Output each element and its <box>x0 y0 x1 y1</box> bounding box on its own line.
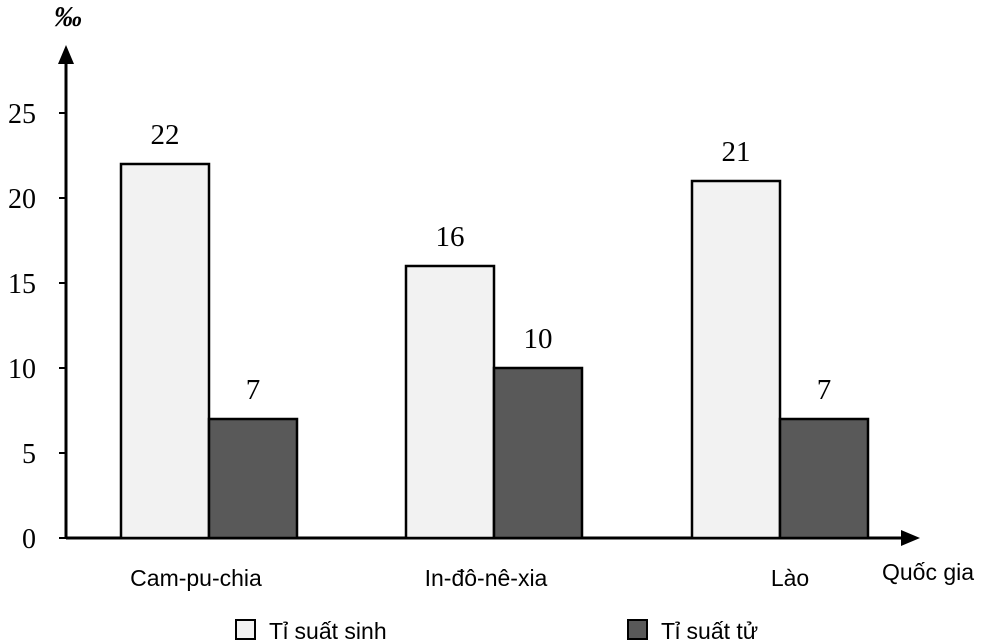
category-label: In-đô-nê-xia <box>425 565 548 591</box>
y-axis-label: ‰ <box>54 2 82 33</box>
y-tick-label: 5 <box>22 439 36 470</box>
bar-birth-1 <box>119 162 211 540</box>
x-axis-arrow <box>901 530 920 546</box>
bar-birth-2 <box>404 264 496 540</box>
value-label: 7 <box>817 374 832 406</box>
legend: Tỉ suất sinh Tỉ suất tử <box>235 618 758 643</box>
value-labels: 22 7 16 10 21 7 <box>151 119 832 406</box>
value-label: 10 <box>524 323 553 355</box>
value-label: 7 <box>246 374 261 406</box>
legend-label: Tỉ suất tử <box>661 618 758 643</box>
bar-death-3 <box>778 417 870 540</box>
bar-birth-3 <box>690 179 782 540</box>
bar-death-2 <box>492 366 584 540</box>
y-tick-label: 10 <box>8 354 36 385</box>
value-label: 16 <box>436 221 465 253</box>
y-tick-label: 25 <box>8 99 36 130</box>
y-tick-label: 15 <box>8 269 36 300</box>
bar-death-1 <box>207 417 299 540</box>
legend-swatch <box>627 619 648 640</box>
y-tick-label: 20 <box>8 184 36 215</box>
bars <box>119 162 870 540</box>
category-label: Cam-pu-chia <box>130 565 262 591</box>
x-axis-label: Quốc gia <box>882 559 974 585</box>
y-axis-arrow <box>58 45 74 64</box>
y-ticks: 0 5 10 15 20 25 <box>8 99 66 555</box>
legend-swatch <box>235 619 256 640</box>
category-labels: Cam-pu-chia In-đô-nê-xia Lào <box>130 565 809 591</box>
category-label: Lào <box>771 565 809 591</box>
legend-label: Tỉ suất sinh <box>269 618 387 643</box>
y-tick-label: 0 <box>22 524 36 555</box>
value-label: 22 <box>151 119 180 151</box>
value-label: 21 <box>722 136 751 168</box>
